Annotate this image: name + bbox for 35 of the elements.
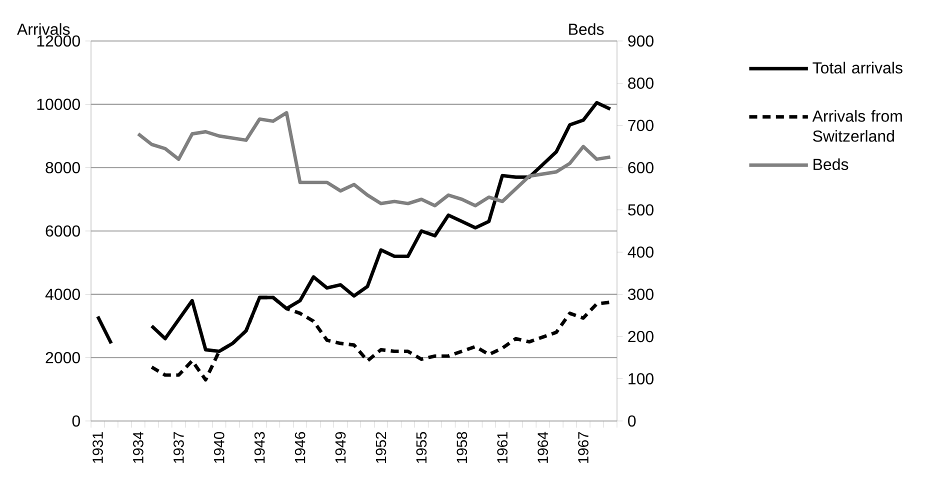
- x-tick-label: 1964: [538, 432, 548, 463]
- y-tick-label: 10000: [37, 98, 80, 110]
- x-tick-label: 1967: [578, 432, 588, 463]
- y-tick-label: 6000: [46, 225, 80, 237]
- legend-label: Total arrivals: [812, 62, 902, 74]
- x-tick-label: 1958: [456, 432, 468, 463]
- y2-tick-label: 400: [628, 246, 654, 258]
- x-tick-label: 1940: [214, 432, 224, 463]
- x-tick-label: 1952: [376, 432, 386, 463]
- x-tick-label: 1934: [133, 432, 144, 463]
- y2-tick-label: 300: [628, 288, 654, 300]
- x-tick-label: 1946: [294, 432, 306, 463]
- x-tick-label: 1931: [92, 432, 103, 463]
- y-axis-title: Arrivals: [16, 23, 70, 35]
- y-tick-label: 0: [72, 415, 80, 427]
- y-tick-label: 12000: [37, 35, 80, 47]
- y-tick-label: 4000: [45, 288, 80, 300]
- legend-label: Arrivals from Switzerland: [812, 110, 902, 142]
- y2-tick-label: 900: [628, 35, 654, 47]
- x-tick-label: 1937: [174, 432, 184, 463]
- y2-tick-label: 500: [628, 204, 654, 216]
- y2-tick-label: 700: [628, 120, 654, 132]
- x-tick-label: 1955: [416, 432, 427, 463]
- x-tick-label: 1943: [254, 432, 265, 463]
- y2-tick-label: 600: [628, 162, 654, 174]
- x-tick-label: 1949: [335, 432, 346, 463]
- y-tick-label: 2000: [46, 352, 80, 364]
- y2-tick-label: 800: [628, 78, 654, 89]
- y2-tick-label: 0: [628, 415, 636, 427]
- y-tick-label: 8000: [46, 162, 80, 174]
- y2-tick-label: 100: [628, 373, 654, 384]
- x-tick-label: 1961: [497, 432, 508, 463]
- y2-tick-label: 200: [628, 330, 654, 342]
- y2-axis-title: Beds: [569, 23, 604, 35]
- legend-label: Beds: [814, 158, 848, 170]
